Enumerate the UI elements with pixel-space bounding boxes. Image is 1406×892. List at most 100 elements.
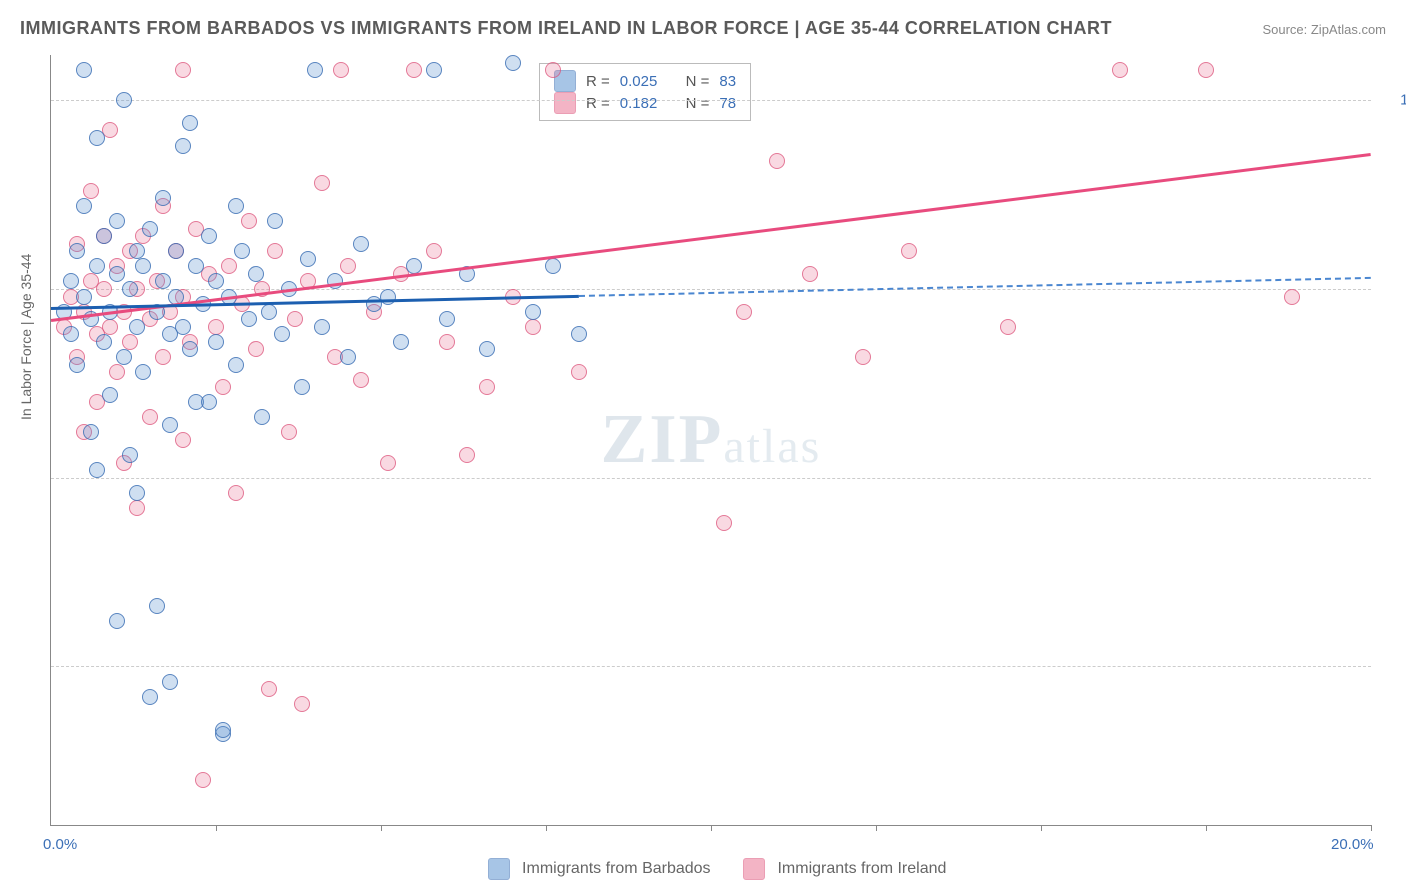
data-point	[76, 198, 92, 214]
data-point	[228, 485, 244, 501]
legend-swatch-ireland	[743, 858, 765, 880]
data-point	[155, 273, 171, 289]
data-point	[96, 228, 112, 244]
y-axis-label: In Labor Force | Age 35-44	[18, 254, 34, 420]
x-tick-mark	[1041, 825, 1042, 831]
data-point	[208, 319, 224, 335]
data-point	[300, 251, 316, 267]
y-tick-label: 87.5%	[1381, 281, 1406, 298]
data-point	[228, 198, 244, 214]
data-point	[175, 432, 191, 448]
data-point	[261, 681, 277, 697]
regression-line	[579, 277, 1371, 297]
data-point	[287, 311, 303, 327]
data-point	[294, 696, 310, 712]
data-point	[122, 447, 138, 463]
data-point	[459, 447, 475, 463]
series-legend: Immigrants from Barbados Immigrants from…	[0, 858, 1406, 880]
data-point	[505, 55, 521, 71]
regression-line	[51, 295, 579, 310]
data-point	[83, 424, 99, 440]
data-point	[188, 258, 204, 274]
data-point	[307, 62, 323, 78]
data-point	[96, 334, 112, 350]
data-point	[571, 364, 587, 380]
legend-row-b: R = 0.182 N = 78	[554, 92, 736, 114]
data-point	[261, 304, 277, 320]
data-point	[96, 281, 112, 297]
data-point	[175, 319, 191, 335]
x-tick-mark	[876, 825, 877, 831]
data-point	[149, 598, 165, 614]
data-point	[195, 772, 211, 788]
data-point	[182, 115, 198, 131]
data-point	[479, 341, 495, 357]
data-point	[525, 304, 541, 320]
data-point	[353, 236, 369, 252]
gridline	[51, 478, 1371, 479]
data-point	[716, 515, 732, 531]
data-point	[281, 424, 297, 440]
data-point	[102, 387, 118, 403]
legend-swatch-barbados	[488, 858, 510, 880]
watermark: ZIPatlas	[601, 400, 822, 480]
data-point	[254, 409, 270, 425]
data-point	[109, 213, 125, 229]
data-point	[426, 243, 442, 259]
data-point	[267, 243, 283, 259]
data-point	[102, 319, 118, 335]
data-point	[175, 62, 191, 78]
data-point	[142, 689, 158, 705]
data-point	[69, 243, 85, 259]
data-point	[208, 273, 224, 289]
data-point	[109, 364, 125, 380]
y-tick-label: 75.0%	[1381, 469, 1406, 486]
data-point	[221, 258, 237, 274]
data-point	[122, 334, 138, 350]
legend-row-a: R = 0.025 N = 83	[554, 70, 736, 92]
data-point	[1284, 289, 1300, 305]
data-point	[545, 258, 561, 274]
data-point	[426, 62, 442, 78]
correlation-legend: R = 0.025 N = 83 R = 0.182 N = 78	[539, 63, 751, 121]
data-point	[162, 417, 178, 433]
data-point	[1198, 62, 1214, 78]
data-point	[228, 357, 244, 373]
x-tick-mark	[711, 825, 712, 831]
data-point	[76, 289, 92, 305]
data-point	[525, 319, 541, 335]
data-point	[314, 319, 330, 335]
data-point	[353, 372, 369, 388]
x-tick-mark	[1206, 825, 1207, 831]
data-point	[135, 258, 151, 274]
gridline	[51, 666, 1371, 667]
data-point	[129, 500, 145, 516]
regression-line	[51, 153, 1371, 322]
data-point	[406, 62, 422, 78]
data-point	[314, 175, 330, 191]
data-point	[802, 266, 818, 282]
data-point	[63, 273, 79, 289]
data-point	[155, 190, 171, 206]
data-point	[274, 326, 290, 342]
data-point	[901, 243, 917, 259]
y-tick-label: 100.0%	[1381, 92, 1406, 109]
data-point	[129, 319, 145, 335]
data-point	[215, 379, 231, 395]
data-point	[162, 674, 178, 690]
data-point	[340, 349, 356, 365]
source-attribution: Source: ZipAtlas.com	[1262, 22, 1386, 37]
x-tick-label: 0.0%	[43, 836, 77, 853]
scatter-plot-area: ZIPatlas R = 0.025 N = 83 R = 0.182 N = …	[50, 55, 1371, 826]
data-point	[155, 349, 171, 365]
data-point	[89, 258, 105, 274]
data-point	[109, 613, 125, 629]
legend-swatch-b	[554, 92, 576, 114]
data-point	[168, 243, 184, 259]
data-point	[122, 281, 138, 297]
data-point	[855, 349, 871, 365]
data-point	[201, 394, 217, 410]
data-point	[380, 455, 396, 471]
data-point	[545, 62, 561, 78]
data-point	[340, 258, 356, 274]
